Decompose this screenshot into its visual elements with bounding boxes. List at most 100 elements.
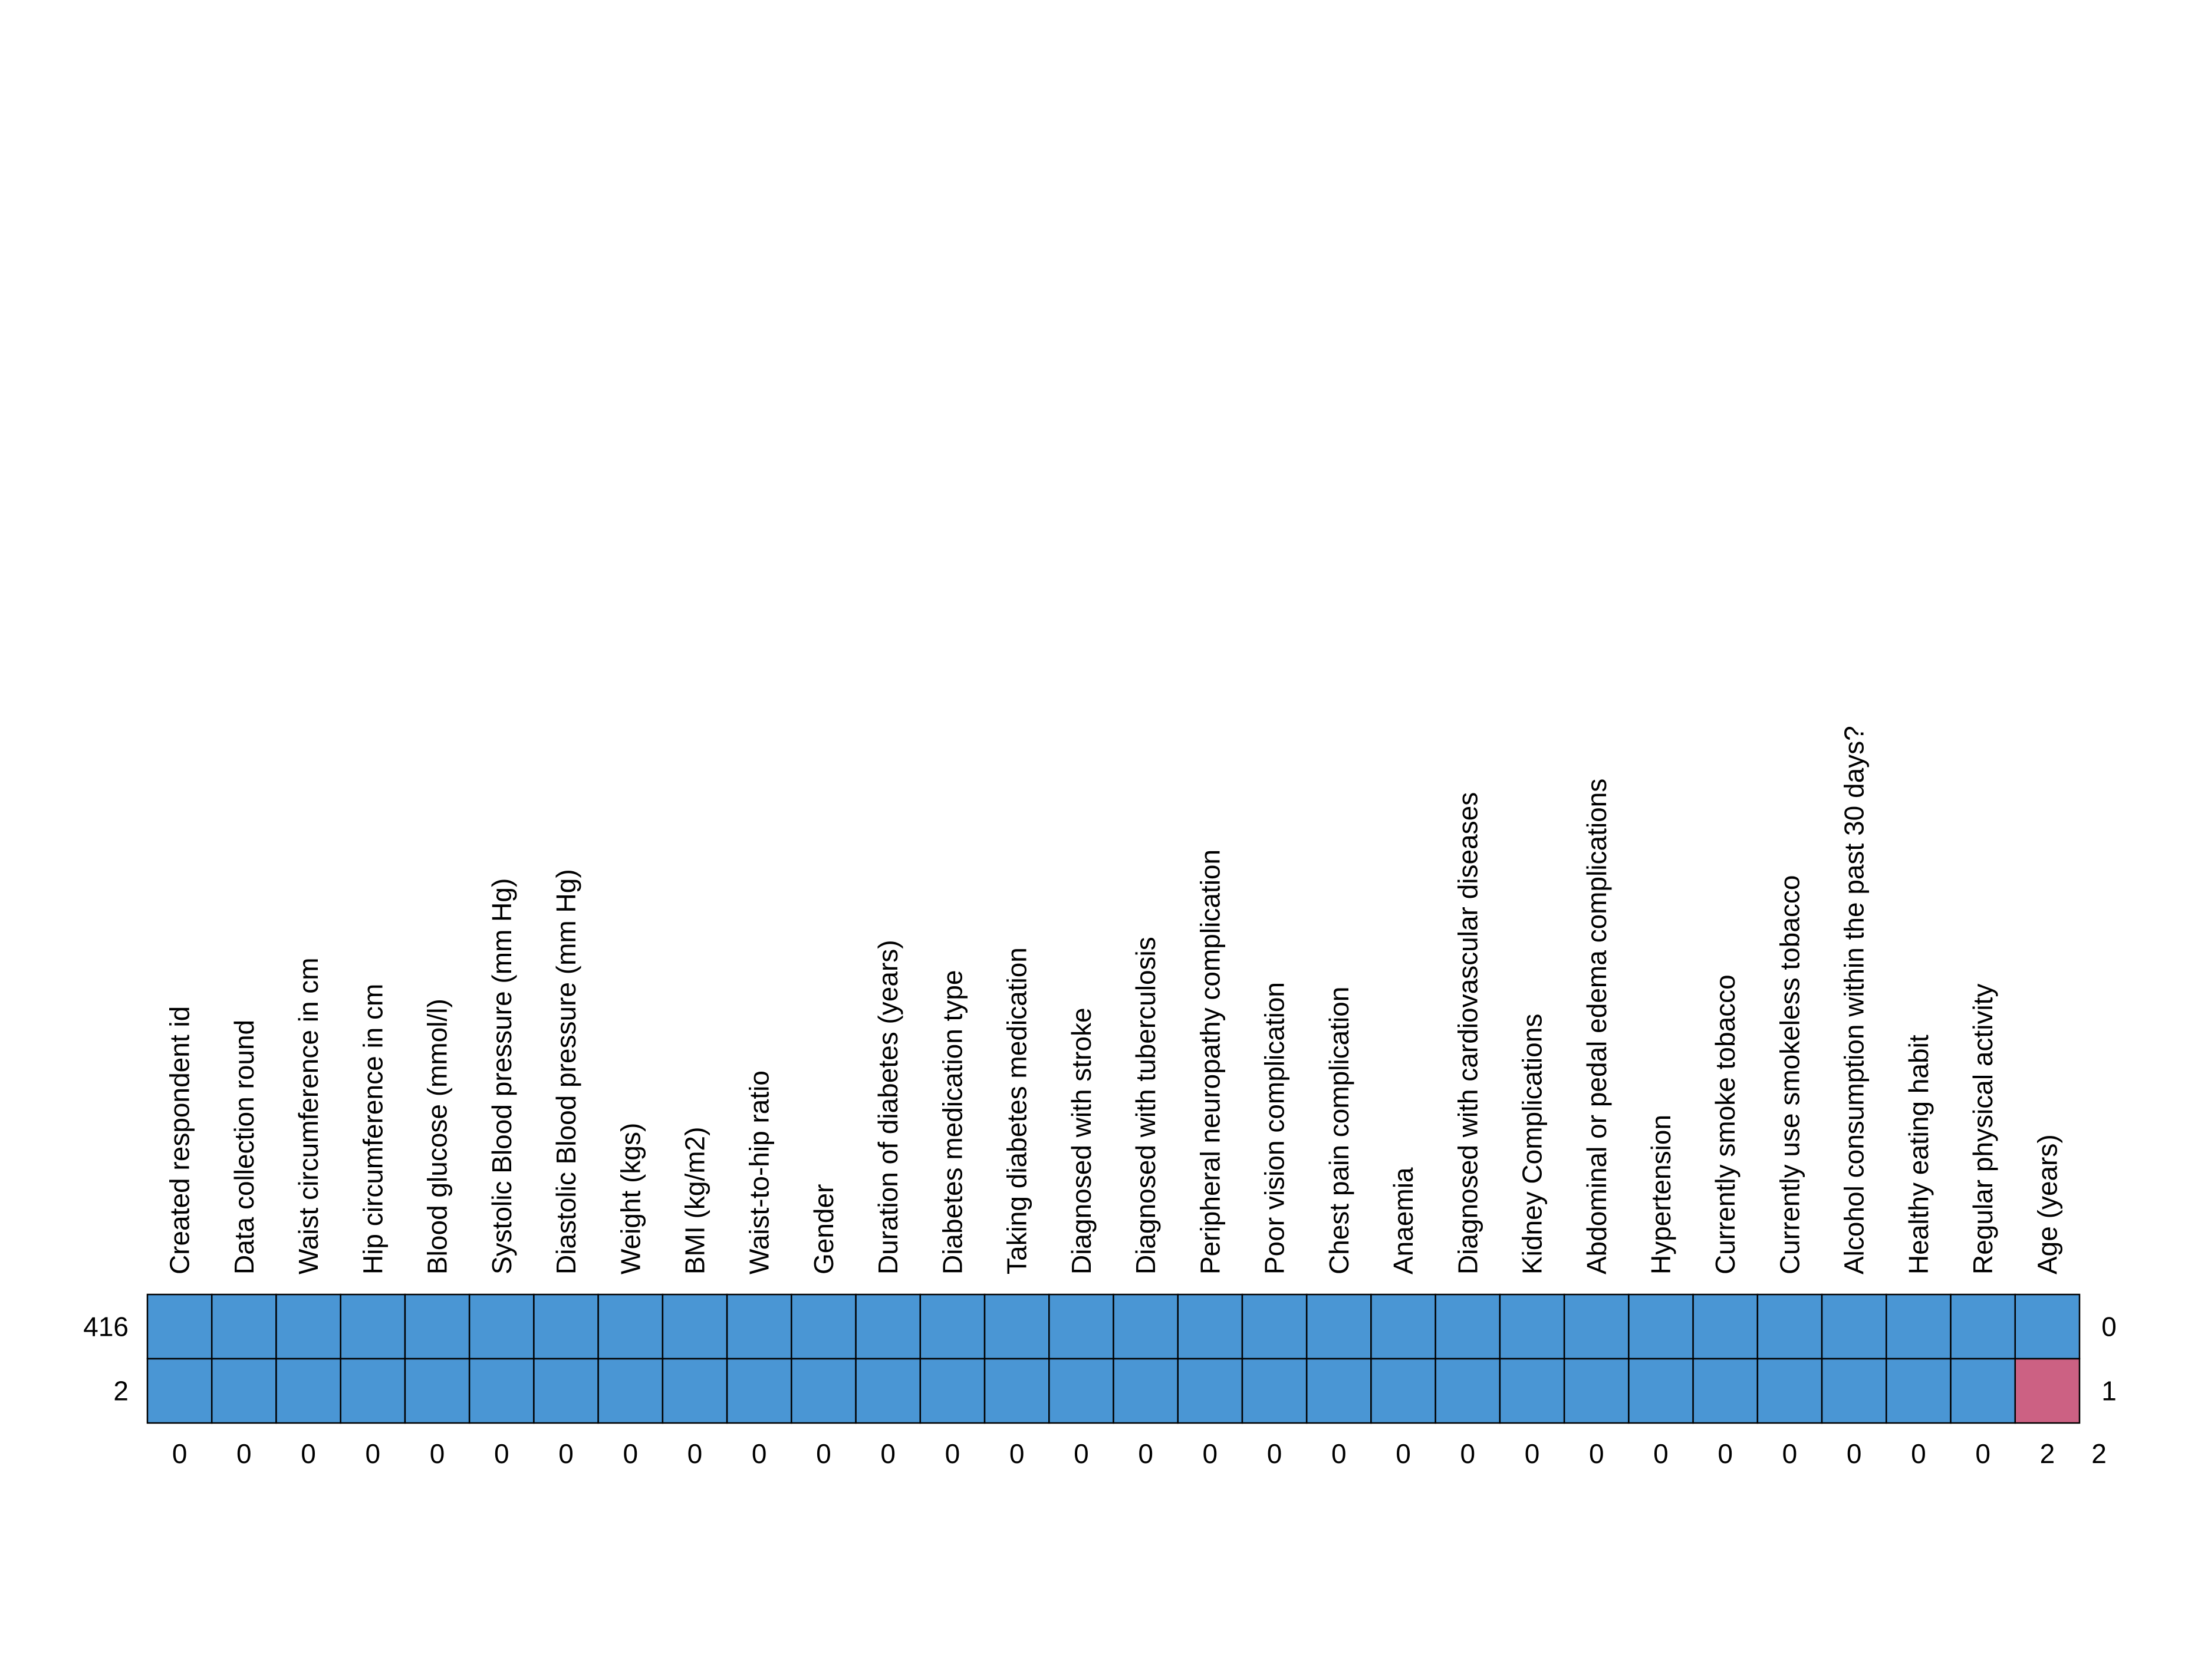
observed-cell (1241, 1293, 1308, 1360)
column-label: Waist-to-hip ratio (744, 1070, 775, 1274)
observed-cell (1434, 1293, 1501, 1360)
observed-cell (340, 1293, 406, 1360)
observed-cell (1886, 1358, 1952, 1424)
observed-cell (275, 1293, 341, 1360)
column-label: Created respondent id (164, 1006, 195, 1274)
column-label: Blood glucose (mmol/l) (422, 999, 453, 1274)
observed-cell (340, 1358, 406, 1424)
column-missing-count: 0 (430, 1438, 445, 1469)
row-missing-counts: 01 (2101, 1312, 2117, 1406)
column-label: Data collection round (229, 1020, 259, 1274)
column-label: Alcohol consumption within the past 30 d… (1839, 726, 1870, 1274)
observed-cell (597, 1293, 664, 1360)
column-missing-count: 0 (1396, 1438, 1411, 1469)
observed-cell (1563, 1358, 1630, 1424)
observed-cell (533, 1358, 599, 1424)
observed-cell (919, 1293, 986, 1360)
column-label: Systolic Blood pressure (mm Hg) (486, 878, 517, 1274)
column-label: Regular physical activity (1967, 984, 1998, 1274)
column-missing-count: 0 (1331, 1438, 1347, 1469)
observed-cell (597, 1358, 664, 1424)
observed-cell (662, 1293, 728, 1360)
total-missing-count: 2 (2091, 1438, 2107, 1469)
observed-cell (1821, 1293, 1887, 1360)
column-missing-count: 0 (687, 1438, 703, 1469)
column-label: Gender (808, 1184, 839, 1274)
observed-cell (791, 1358, 857, 1424)
column-missing-count: 0 (1138, 1438, 1153, 1469)
observed-cell (1370, 1358, 1436, 1424)
observed-cell (1886, 1293, 1952, 1360)
observed-cell (1756, 1293, 1823, 1360)
column-missing-count: 0 (1975, 1438, 1990, 1469)
column-missing-count: 0 (1653, 1438, 1669, 1469)
observed-cell (468, 1358, 535, 1424)
observed-cell (404, 1358, 471, 1424)
column-missing-count: 0 (816, 1438, 831, 1469)
column-label: Duration of diabetes (years) (873, 940, 903, 1274)
pattern-cells (146, 1293, 2081, 1424)
observed-cell (146, 1358, 213, 1424)
column-label: Weight (kgs) (615, 1123, 646, 1274)
observed-cell (983, 1358, 1050, 1424)
column-label: Chest pain complication (1324, 987, 1354, 1274)
column-missing-count: 0 (236, 1438, 252, 1469)
missing-cell (2014, 1358, 2081, 1424)
observed-cell (1113, 1358, 1179, 1424)
column-missing-count: 0 (301, 1438, 316, 1469)
observed-cell (468, 1293, 535, 1360)
column-label: Kidney Complications (1517, 1014, 1548, 1274)
column-missing-count: 0 (1911, 1438, 1926, 1469)
column-label: Currently smoke tobacco (1710, 974, 1740, 1274)
column-missing-count: 0 (366, 1438, 381, 1469)
column-missing-count: 0 (1718, 1438, 1733, 1469)
column-missing-count: 0 (494, 1438, 509, 1469)
observed-cell (210, 1293, 277, 1360)
observed-cell (1821, 1358, 1887, 1424)
column-missing-count: 0 (1525, 1438, 1540, 1469)
column-label: Abdominal or pedal edema complications (1581, 779, 1612, 1274)
observed-cell (791, 1293, 857, 1360)
observed-cell (146, 1293, 213, 1360)
observed-cell (1756, 1358, 1823, 1424)
column-missing-count: 0 (1847, 1438, 1862, 1469)
observed-cell (1370, 1293, 1436, 1360)
observed-cell (1305, 1293, 1372, 1360)
column-label: Diabetes medication type (937, 970, 968, 1274)
observed-cell (533, 1293, 599, 1360)
column-missing-count: 0 (623, 1438, 638, 1469)
observed-cell (1113, 1293, 1179, 1360)
observed-cell (404, 1293, 471, 1360)
pattern-frequency-label: 2 (113, 1376, 129, 1406)
column-label: Waist circumference in cm (293, 957, 324, 1274)
observed-cell (855, 1293, 922, 1360)
observed-cell (1434, 1358, 1501, 1424)
column-missing-counts: 0 0 0 0 0 0 0 0 0 0 0 0 0 0 0 0 0 0 0 0 0 0 0 0 0 0 0 0 0 2 (172, 1438, 2055, 1469)
column-missing-count: 0 (880, 1438, 896, 1469)
column-missing-count: 0 (1782, 1438, 1798, 1469)
column-missing-count: 0 (558, 1438, 574, 1469)
column-label: Healthy eating habit (1903, 1035, 1934, 1274)
column-label: Age (years) (2032, 1134, 2062, 1274)
column-missing-count: 0 (1203, 1438, 1218, 1469)
column-label: Hip circumference in cm (357, 984, 388, 1274)
observed-cell (1628, 1293, 1694, 1360)
observed-cell (1692, 1293, 1759, 1360)
column-label: Poor vision complication (1259, 982, 1290, 1274)
column-missing-count: 2 (2040, 1438, 2055, 1469)
column-missing-count: 0 (1009, 1438, 1025, 1469)
column-label: Diastolic Blood pressure (mm Hg) (551, 869, 581, 1274)
pattern-missing-count: 0 (2101, 1312, 2117, 1342)
observed-cell (1563, 1293, 1630, 1360)
row-labels: 416 2 (83, 1312, 129, 1406)
observed-cell (1950, 1358, 2016, 1424)
column-label: Hypertension (1646, 1115, 1676, 1274)
observed-cell (1241, 1358, 1308, 1424)
observed-cell (1048, 1293, 1114, 1360)
pattern-missing-count: 1 (2101, 1376, 2117, 1406)
observed-cell (1305, 1358, 1372, 1424)
column-label: Peripheral neuropathy complication (1195, 849, 1225, 1274)
observed-cell (1692, 1358, 1759, 1424)
observed-cell (1177, 1293, 1243, 1360)
